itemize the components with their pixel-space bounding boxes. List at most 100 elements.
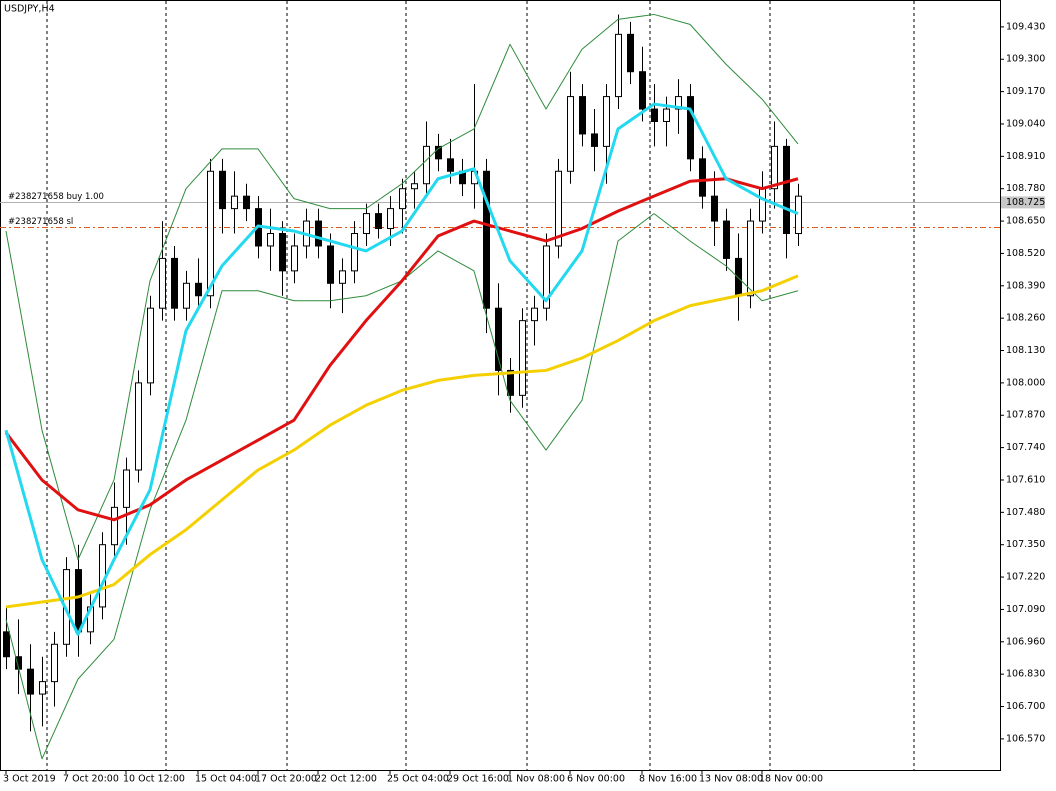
candle-body <box>507 369 514 396</box>
candle-body <box>363 213 370 235</box>
x-tick-label: 1 Nov 08:00 <box>507 774 565 785</box>
indicator-line <box>4 177 799 522</box>
x-tick-label: 6 Nov 00:00 <box>567 774 625 785</box>
candle-body <box>183 282 190 309</box>
candle-body <box>171 257 178 309</box>
candle-body <box>543 245 550 309</box>
candle-body <box>675 96 682 110</box>
candle-body <box>759 188 766 222</box>
candle-body <box>291 245 298 272</box>
y-tick-label: 109.300 <box>1006 54 1045 65</box>
y-tick-label: 106.570 <box>1006 733 1045 744</box>
candle-body <box>39 681 46 695</box>
candle-body <box>735 257 742 297</box>
y-tick-label: 108.780 <box>1006 183 1045 194</box>
candle-body <box>687 96 694 160</box>
candle-body <box>771 145 778 190</box>
candle-body <box>435 145 442 160</box>
x-tick-label: 8 Nov 16:00 <box>639 774 697 785</box>
indicator-line <box>5 13 799 561</box>
y-tick-label: 107.090 <box>1006 604 1045 615</box>
price-label: 108.725 <box>1006 197 1045 208</box>
candle-body <box>75 569 82 633</box>
y-tick-label: 107.610 <box>1006 474 1045 485</box>
x-tick-label: 7 Oct 20:00 <box>63 774 119 785</box>
candle-body <box>111 506 118 546</box>
y-tick-label: 106.700 <box>1006 701 1045 712</box>
y-tick-label: 108.000 <box>1006 377 1045 388</box>
indicator-line <box>4 102 799 636</box>
candle-body <box>639 71 646 110</box>
candle-body <box>159 257 166 309</box>
order-label: #238271658 sl <box>8 217 73 227</box>
candle-body <box>711 195 718 222</box>
y-tick-label: 108.650 <box>1006 216 1045 227</box>
y-tick-label: 107.870 <box>1006 410 1045 421</box>
candle-body <box>627 33 634 73</box>
candle-body <box>447 158 454 172</box>
y-tick-label: 107.480 <box>1006 507 1045 518</box>
candle-body <box>27 668 34 695</box>
indicator-line <box>5 274 799 609</box>
y-tick-label: 108.390 <box>1006 280 1045 291</box>
candle-body <box>351 233 358 272</box>
candles <box>3 14 802 732</box>
candle-body <box>243 195 250 210</box>
candle-body <box>663 108 670 122</box>
y-tick-label: 109.170 <box>1006 86 1045 97</box>
y-tick-label: 108.260 <box>1006 313 1045 324</box>
candle-body <box>219 170 226 210</box>
candle-body <box>231 195 238 210</box>
x-tick-label: 13 Nov 08:00 <box>699 774 763 785</box>
candle-body <box>279 233 286 272</box>
candle-body <box>315 220 322 247</box>
candle-body <box>207 170 214 297</box>
candle-body <box>531 307 538 322</box>
candle-body <box>327 245 334 284</box>
candle-body <box>591 133 598 147</box>
price-box <box>1001 196 1045 209</box>
candle-body <box>135 382 142 471</box>
plot-frame <box>0 0 1001 771</box>
separators <box>46 1 915 770</box>
candle-body <box>651 108 658 122</box>
candle-body <box>3 631 10 658</box>
y-tick-label: 106.960 <box>1006 636 1045 647</box>
y-tick-label: 106.830 <box>1006 669 1045 680</box>
y-tick-label: 109.040 <box>1006 118 1045 129</box>
candle-body <box>495 307 502 371</box>
candle-body <box>195 282 202 297</box>
x-tick-label: 17 Oct 20:00 <box>255 774 317 785</box>
candle-body <box>615 33 622 98</box>
x-tick-label: 10 Oct 12:00 <box>123 774 185 785</box>
candle-body <box>399 188 406 210</box>
candle-body <box>519 320 526 396</box>
order-label: #238271658 buy 1.00 <box>8 192 104 202</box>
y-tick-label: 108.910 <box>1006 151 1045 162</box>
candle-body <box>339 270 346 284</box>
candle-body <box>723 220 730 259</box>
y-tick-label: 107.740 <box>1006 442 1045 453</box>
candle-body <box>795 195 802 235</box>
x-tick-label: 15 Oct 04:00 <box>195 774 257 785</box>
x-tick-label: 18 Nov 00:00 <box>759 774 823 785</box>
candle-body <box>783 145 790 235</box>
candle-body <box>123 469 130 508</box>
candle-body <box>387 208 394 230</box>
candle-body <box>747 220 754 297</box>
y-tick-label: 108.130 <box>1006 345 1045 356</box>
x-tick-label: 29 Oct 16:00 <box>447 774 509 785</box>
x-tick-label: 25 Oct 04:00 <box>387 774 449 785</box>
candle-body <box>483 170 490 309</box>
candle-body <box>579 96 586 135</box>
candle-body <box>375 213 382 230</box>
y-tick-label: 107.350 <box>1006 539 1045 550</box>
x-tick-label: 3 Oct 2019 <box>3 774 56 785</box>
x-tick-label: 22 Oct 12:00 <box>315 774 377 785</box>
y-tick-label: 108.520 <box>1006 248 1045 259</box>
candle-body <box>423 145 430 185</box>
candle-body <box>411 183 418 190</box>
candle-body <box>555 170 562 247</box>
candle-body <box>147 307 154 384</box>
